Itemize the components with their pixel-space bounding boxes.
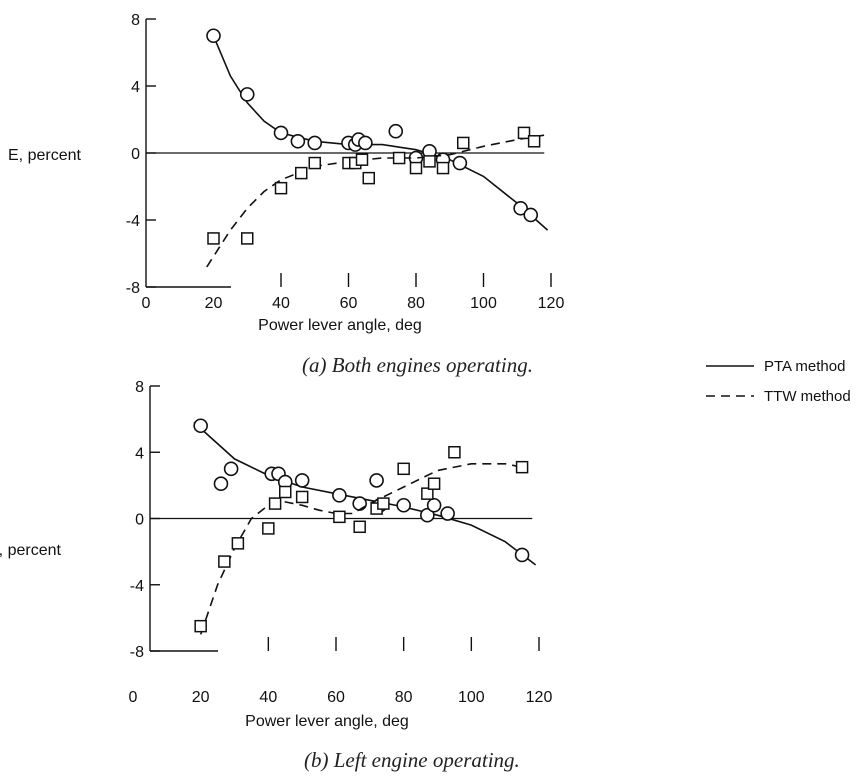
panel-b-ttw-point bbox=[262, 522, 275, 535]
panel-b-ttw-point bbox=[231, 537, 245, 550]
panel-b-pta-point bbox=[514, 547, 530, 563]
panel-b-pta-point bbox=[294, 473, 310, 488]
legend-label-pta: PTA method bbox=[764, 358, 845, 375]
panel-a-pta-point bbox=[523, 207, 539, 223]
panel-b-y-tick-label: 0 bbox=[135, 512, 144, 529]
panel-b-ttw-point bbox=[295, 490, 309, 504]
panel-a-ttw-point bbox=[409, 161, 423, 175]
panel-a-y-tick-label: -8 bbox=[126, 280, 140, 297]
panel-a-x-tick-label: 0 bbox=[142, 295, 151, 312]
panel-a-ttw-point bbox=[517, 126, 531, 140]
panel-a-pta-point bbox=[307, 135, 323, 151]
panel-b-x-tick-label: 120 bbox=[526, 689, 553, 706]
panel-a-ttw-point bbox=[295, 166, 308, 180]
panel-a-ttw-point bbox=[436, 161, 450, 175]
panel-b-x-tick-label: 100 bbox=[458, 689, 485, 706]
panel-a-y-axis-label: E, percent bbox=[8, 147, 81, 164]
panel-a-pta-point bbox=[273, 125, 289, 141]
panel-b-pta-point bbox=[213, 476, 229, 492]
panel-a-y-tick-label: 0 bbox=[131, 146, 140, 163]
panel-b-ttw-point bbox=[377, 497, 390, 510]
panel-a-ttw-point bbox=[392, 151, 406, 165]
panel-b-ttw-point bbox=[421, 487, 434, 500]
panel-b-ttw-point bbox=[279, 485, 292, 499]
panel-b-caption: (b) Left engine operating. bbox=[304, 748, 520, 772]
panel-b-pta-point bbox=[369, 473, 384, 488]
legend: PTA method TTW method bbox=[706, 358, 851, 405]
panel-b-ttw-point bbox=[268, 497, 282, 510]
panel-a-x-tick-label: 100 bbox=[470, 295, 497, 312]
panel-b-ttw-point bbox=[515, 460, 529, 474]
panel-a-pta-point bbox=[239, 87, 255, 102]
panel-a-pta-point bbox=[290, 133, 306, 149]
panel-b-x-tick-label: 0 bbox=[129, 689, 138, 706]
legend-label-ttw: TTW method bbox=[764, 388, 851, 405]
panel-b-x-axis-label: Power lever angle, deg bbox=[245, 713, 409, 730]
panel-b-y-tick-label: -8 bbox=[130, 644, 144, 661]
panel-b-x-tick-label: 20 bbox=[192, 689, 210, 706]
panel-a-pta-point bbox=[513, 200, 528, 216]
panel-a-pta-point bbox=[452, 155, 468, 171]
panel-a-ttw-point bbox=[362, 171, 375, 185]
panel-a-caption: (a) Both engines operating. bbox=[302, 353, 533, 377]
panel-a-ttw-point bbox=[274, 181, 288, 195]
panel-a-x-tick-label: 60 bbox=[340, 295, 358, 312]
panel-b-ttw-point bbox=[427, 477, 441, 490]
panel-b-ttw-point bbox=[353, 520, 366, 534]
panel-a-ttw-point bbox=[207, 232, 220, 245]
panel-a-x-axis-label: Power lever angle, deg bbox=[258, 317, 422, 334]
panel-a-x-tick-label: 40 bbox=[272, 295, 290, 312]
panel-b-y-axis-label: E, percent bbox=[0, 542, 61, 559]
panel-b-x-tick-label: 40 bbox=[259, 689, 277, 706]
panel-b-x-tick-label: 60 bbox=[327, 689, 345, 706]
panel-b-pta-point bbox=[332, 488, 347, 503]
panel-b-pta-point bbox=[352, 496, 367, 511]
panel-b-ttw-point bbox=[218, 555, 231, 568]
panel-a-ttw-point bbox=[241, 232, 254, 245]
panel-b-y-tick-label: -4 bbox=[130, 578, 144, 595]
panel-b-ttw-point bbox=[448, 446, 461, 459]
panel-b-pta-point bbox=[223, 461, 239, 477]
panel-b-pta-point bbox=[193, 418, 208, 434]
panel-b-ttw-point bbox=[333, 510, 346, 524]
panel-b-pta-point bbox=[420, 507, 435, 523]
panel-b-pta-point bbox=[396, 497, 411, 513]
panel-a-x-tick-label: 20 bbox=[205, 295, 223, 312]
panel-a-ttw-point bbox=[423, 155, 436, 168]
panel-b-ttw-point bbox=[194, 619, 207, 633]
panel-a-ttw-point bbox=[308, 156, 321, 170]
panel-a-pta-curve bbox=[212, 35, 549, 231]
panel-b-y-tick-label: 8 bbox=[135, 379, 144, 396]
panel-a-y-tick-label: -4 bbox=[126, 213, 140, 230]
panel-a-pta-point bbox=[358, 135, 373, 151]
panel-a-pta-point bbox=[388, 123, 404, 139]
panel-a-x-tick-label: 80 bbox=[407, 295, 425, 312]
panel-b-x-tick-label: 80 bbox=[395, 689, 413, 706]
panel-a-y-tick-label: 8 bbox=[131, 12, 140, 29]
panel-a-ttw-point bbox=[355, 153, 369, 166]
panel-a-y-tick-label: 4 bbox=[131, 79, 140, 96]
panel-b-pta-point bbox=[426, 497, 442, 513]
panel-a-ttw-curve bbox=[206, 133, 548, 268]
panel-b-ttw-curve bbox=[199, 463, 523, 635]
panel-b-y-tick-label: 4 bbox=[135, 445, 144, 462]
panel-b-pta-point bbox=[440, 506, 455, 521]
panel-b-pta-curve bbox=[193, 421, 537, 566]
panel-a-pta-point bbox=[206, 28, 221, 44]
panel-a-ttw-point bbox=[457, 136, 470, 150]
panel-a-x-tick-label: 120 bbox=[538, 295, 565, 312]
panel-b-ttw-point bbox=[397, 462, 410, 476]
panel-a-ttw-point bbox=[527, 135, 541, 148]
